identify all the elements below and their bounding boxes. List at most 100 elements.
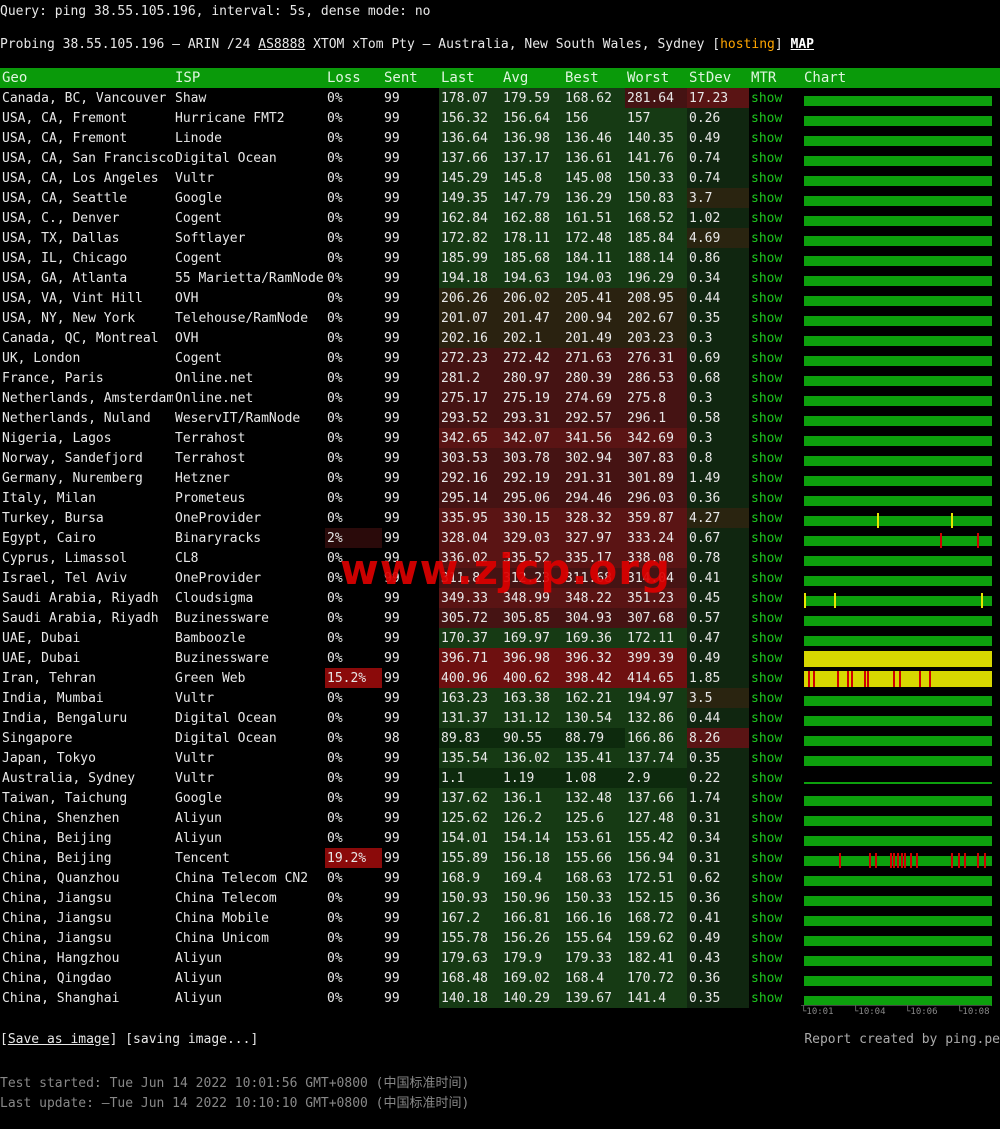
avg-cell: 272.42 bbox=[501, 348, 563, 368]
latency-bar bbox=[804, 512, 992, 528]
chart-cell bbox=[802, 128, 1000, 148]
mtr-show-link[interactable]: show bbox=[751, 470, 783, 486]
mtr-show-link[interactable]: show bbox=[751, 910, 783, 926]
avg-cell: 185.68 bbox=[501, 248, 563, 268]
mtr-show-link[interactable]: show bbox=[751, 710, 783, 726]
mtr-show-link[interactable]: show bbox=[751, 950, 783, 966]
mtr-show-link[interactable]: show bbox=[751, 530, 783, 546]
chart-cell bbox=[802, 988, 1000, 1008]
mtr-show-link[interactable]: show bbox=[751, 590, 783, 606]
geo-cell: China, Qingdao bbox=[2, 970, 112, 986]
mtr-show-link[interactable]: show bbox=[751, 410, 783, 426]
isp-cell: Buzinessware bbox=[175, 610, 269, 626]
as-link[interactable]: AS8888 bbox=[258, 37, 306, 52]
latency-bar bbox=[804, 475, 992, 486]
worst-cell: 150.33 bbox=[625, 168, 687, 188]
mtr-show-link[interactable]: show bbox=[751, 930, 783, 946]
mtr-show-link[interactable]: show bbox=[751, 510, 783, 526]
isp-cell: Vultr bbox=[175, 750, 215, 766]
last-cell: 400.96 bbox=[439, 668, 501, 688]
latency-bar bbox=[804, 635, 992, 646]
chart-spike bbox=[898, 671, 901, 687]
chart-cell bbox=[802, 888, 1000, 908]
best-cell: 161.51 bbox=[563, 208, 625, 228]
mtr-show-link[interactable]: show bbox=[751, 210, 783, 226]
mtr-show-link[interactable]: show bbox=[751, 190, 783, 206]
loss-cell: 0% bbox=[327, 330, 343, 346]
last-cell: 396.71 bbox=[439, 648, 501, 668]
mtr-show-link[interactable]: show bbox=[751, 570, 783, 586]
mtr-show-link[interactable]: show bbox=[751, 970, 783, 986]
best-cell: 172.48 bbox=[563, 228, 625, 248]
mtr-show-link[interactable]: show bbox=[751, 250, 783, 266]
chart-cell bbox=[802, 828, 1000, 848]
worst-cell: 159.62 bbox=[625, 928, 687, 948]
mtr-show-link[interactable]: show bbox=[751, 830, 783, 846]
mtr-show-link[interactable]: show bbox=[751, 630, 783, 646]
mtr-show-link[interactable]: show bbox=[751, 810, 783, 826]
mtr-show-link[interactable]: show bbox=[751, 330, 783, 346]
mtr-show-link[interactable]: show bbox=[751, 750, 783, 766]
map-link[interactable]: MAP bbox=[790, 37, 815, 52]
isp-cell: Aliyun bbox=[175, 830, 222, 846]
isp-cell: Green Web bbox=[175, 670, 246, 686]
mtr-show-link[interactable]: show bbox=[751, 490, 783, 506]
mtr-show-link[interactable]: show bbox=[751, 730, 783, 746]
mtr-show-link[interactable]: show bbox=[751, 90, 783, 106]
isp-cell: Terrahost bbox=[175, 450, 246, 466]
mtr-show-link[interactable]: show bbox=[751, 650, 783, 666]
worst-cell: 172.11 bbox=[625, 628, 687, 648]
avg-cell: 295.06 bbox=[501, 488, 563, 508]
mtr-show-link[interactable]: show bbox=[751, 130, 783, 146]
mtr-show-link[interactable]: show bbox=[751, 170, 783, 186]
sent-cell: 99 bbox=[384, 850, 400, 866]
table-row: UAE, Dubai Bamboozle 0% 99 170.37 169.97 169.3… bbox=[0, 628, 1000, 648]
mtr-show-link[interactable]: show bbox=[751, 370, 783, 386]
table-row: UAE, Dubai Buzinessware 0% 99 396.71 396.98 39… bbox=[0, 648, 1000, 668]
mtr-show-link[interactable]: show bbox=[751, 990, 783, 1006]
mtr-show-link[interactable]: show bbox=[751, 850, 783, 866]
best-cell: 153.61 bbox=[563, 828, 625, 848]
geo-cell: India, Mumbai bbox=[2, 690, 104, 706]
mtr-show-link[interactable]: show bbox=[751, 870, 783, 886]
mtr-show-link[interactable]: show bbox=[751, 110, 783, 126]
mtr-show-link[interactable]: show bbox=[751, 610, 783, 626]
mtr-show-link[interactable]: show bbox=[751, 230, 783, 246]
worst-cell: 194.97 bbox=[625, 688, 687, 708]
geo-cell: Norway, Sandefjord bbox=[2, 450, 143, 466]
latency-bar bbox=[804, 295, 992, 306]
mtr-show-link[interactable]: show bbox=[751, 290, 783, 306]
mtr-show-link[interactable]: show bbox=[751, 390, 783, 406]
chart-cell bbox=[802, 708, 1000, 728]
mtr-show-link[interactable]: show bbox=[751, 350, 783, 366]
stdev-cell: 0.41 bbox=[687, 568, 749, 588]
header-worst: Worst bbox=[625, 68, 687, 88]
mtr-show-link[interactable]: show bbox=[751, 550, 783, 566]
chart-cell bbox=[802, 108, 1000, 128]
mtr-show-link[interactable]: show bbox=[751, 890, 783, 906]
latency-bar bbox=[804, 975, 992, 986]
chart-spike bbox=[910, 852, 913, 868]
isp-cell: Aliyun bbox=[175, 810, 222, 826]
mtr-show-link[interactable]: show bbox=[751, 770, 783, 786]
sent-cell: 99 bbox=[384, 230, 400, 246]
mtr-show-link[interactable]: show bbox=[751, 450, 783, 466]
geo-cell: Netherlands, Amsterdam bbox=[2, 390, 173, 406]
mtr-show-link[interactable]: show bbox=[751, 790, 783, 806]
mtr-show-link[interactable]: show bbox=[751, 270, 783, 286]
save-as-image-link[interactable]: Save as image bbox=[7, 1032, 110, 1047]
mtr-show-link[interactable]: show bbox=[751, 670, 783, 686]
mtr-show-link[interactable]: show bbox=[751, 690, 783, 706]
table-row: USA, GA, Atlanta 55 Marietta/RamNode 0% 99 1… bbox=[0, 268, 1000, 288]
mtr-show-link[interactable]: show bbox=[751, 150, 783, 166]
worst-cell: 338.08 bbox=[625, 548, 687, 568]
mtr-show-link[interactable]: show bbox=[751, 430, 783, 446]
sent-cell: 99 bbox=[384, 910, 400, 926]
test-started: Test started: Tue Jun 14 2022 10:01:56 G… bbox=[0, 1076, 470, 1091]
worst-cell: 351.23 bbox=[625, 588, 687, 608]
mtr-show-link[interactable]: show bbox=[751, 310, 783, 326]
hosting-tag: hosting bbox=[720, 37, 775, 52]
avg-cell: 179.9 bbox=[501, 948, 563, 968]
last-cell: 89.83 bbox=[439, 728, 501, 748]
stdev-cell: 8.26 bbox=[687, 728, 749, 748]
